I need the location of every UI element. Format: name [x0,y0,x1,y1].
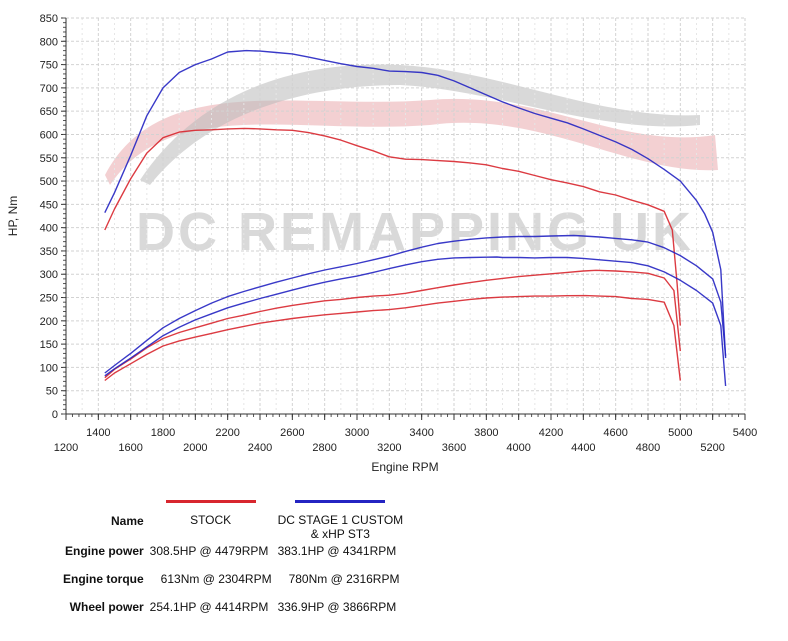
series-line-tuned-engine-torque [104,49,727,359]
x-tick-label: 2400 [248,442,272,454]
x-tick-label: 4600 [603,427,627,439]
y-tick-label: 400 [40,223,58,235]
legend-label-tuned-line2: & xHP ST3 [310,527,370,541]
summary-row: Engine torque 613Nm @ 2304RPM 780Nm @ 23… [60,572,406,600]
y-axis-ticks: 0 50 100 150 200 250 300 350 400 450 500 550 600 650 7… [40,13,66,421]
y-tick-label: 550 [40,153,58,165]
x-tick-label: 3400 [409,427,433,439]
x-axis-ticks: 1200 1400 1600 1800 2000 2200 2400 2600 2800 3000… [54,414,757,454]
y-axis-title: HP, Nm [6,196,20,236]
legend-label-stock: STOCK [190,513,232,527]
y-tick-label: 450 [40,199,58,211]
x-tick-label: 1400 [86,427,110,439]
summary-tuned-value: 780Nm @ 2316RPM [288,572,400,586]
summary-name-label: Name [110,514,144,528]
x-tick-label: 4400 [571,442,595,454]
summary-table: Name STOCK DC STAGE 1 CUSTOM & xHP ST3 E… [60,500,406,628]
summary-header-row: Name STOCK DC STAGE 1 CUSTOM & xHP ST3 [60,500,406,544]
summary-row-label: Wheel power [69,600,144,614]
summary-stock-value: 308.5HP @ 4479RPM [149,544,269,558]
y-tick-label: 800 [40,36,58,48]
x-tick-label: 5400 [733,427,757,439]
summary-row: Wheel power 254.1HP @ 4414RPM 336.9HP @ … [60,600,406,628]
series-line-stock-wheel-power [104,294,681,382]
x-tick-label: 3600 [442,442,466,454]
y-tick-label: 200 [40,316,58,328]
watermark-text: DC REMAPPING UK [136,202,694,262]
legend-line-tuned [295,500,386,503]
y-tick-label: 750 [40,60,58,72]
series-line-stock-engine-torque [104,127,681,326]
chart-grid [65,17,746,414]
series-lines [104,49,727,387]
summary-tuned-value: 383.1HP @ 4341RPM [277,544,397,558]
legend-label-tuned-line1: DC STAGE 1 CUSTOM [277,513,404,527]
summary-tuned-value: 336.9HP @ 3866RPM [277,600,397,614]
y-tick-label: 600 [40,129,58,141]
legend-line-stock [165,500,256,503]
y-tick-label: 700 [40,83,58,95]
y-tick-label: 0 [52,409,58,421]
x-tick-label: 4000 [506,442,530,454]
watermark-swoosh-grey [140,64,700,185]
y-tick-label: 100 [40,362,58,374]
x-tick-label: 3800 [474,427,498,439]
summary-row-label: Engine torque [63,572,144,586]
x-tick-label: 2200 [215,427,239,439]
y-tick-label: 500 [40,176,58,188]
watermark-swoosh-red [105,98,718,185]
y-tick-label: 250 [40,293,58,305]
summary-col-tuned: DC STAGE 1 CUSTOM & xHP ST3 [275,500,407,544]
y-tick-label: 350 [40,246,58,258]
dyno-chart: DC REMAPPING UK 120014001600180020002200… [6,13,757,474]
x-tick-label: 1200 [54,442,78,454]
series-line-tuned-wheel-power [104,256,727,387]
series-line-stock-engine-power [104,269,681,379]
series-line-tuned-engine-power [104,234,727,374]
summary-col-stock: STOCK [147,500,275,544]
x-tick-label: 3200 [377,442,401,454]
x-tick-label: 1600 [118,442,142,454]
watermark-logo: DC REMAPPING UK [105,64,718,262]
y-tick-label: 300 [40,269,58,281]
summary-stock-value: 613Nm @ 2304RPM [160,572,272,586]
y-tick-label: 150 [40,339,58,351]
x-axis-title: Engine RPM [371,460,438,474]
y-tick-label: 650 [40,106,58,118]
y-tick-label: 50 [46,386,58,398]
x-tick-label: 2000 [183,442,207,454]
summary-row-label: Engine power [64,544,144,558]
x-tick-label: 3000 [345,427,369,439]
y-tick-label: 850 [40,13,58,25]
x-tick-label: 4800 [636,442,660,454]
x-tick-label: 5000 [668,427,692,439]
x-tick-label: 1800 [151,427,175,439]
x-tick-label: 2800 [312,442,336,454]
x-tick-label: 5200 [700,442,724,454]
x-tick-label: 4200 [539,427,563,439]
summary-stock-value: 254.1HP @ 4414RPM [149,600,269,614]
x-tick-label: 2600 [280,427,304,439]
summary-row: Engine power 308.5HP @ 4479RPM 383.1HP @… [60,544,406,572]
